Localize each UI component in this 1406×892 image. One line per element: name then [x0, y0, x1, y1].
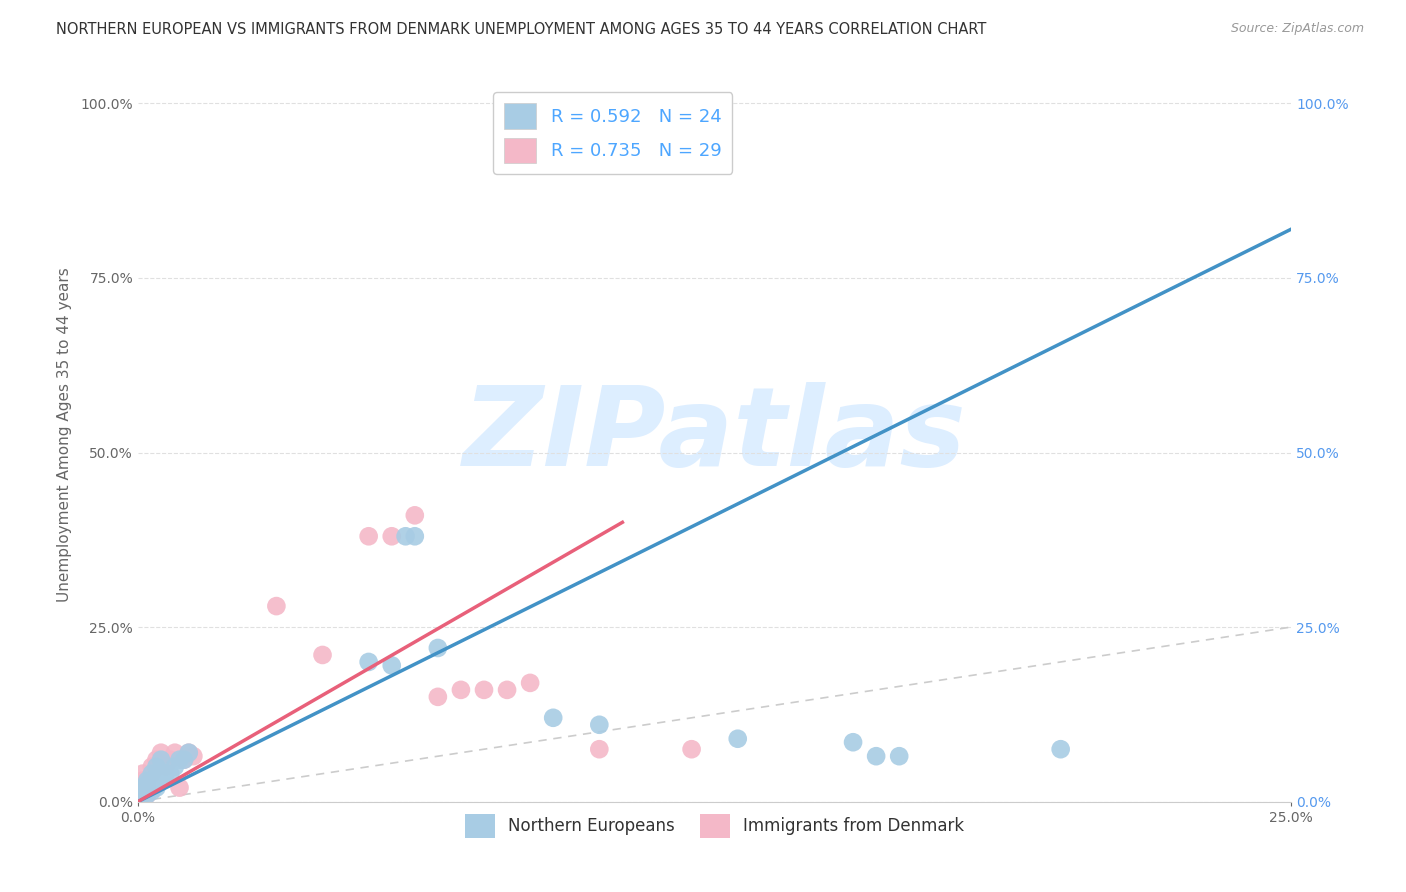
Point	[450, 682, 472, 697]
Point	[588, 718, 610, 732]
Point	[131, 788, 153, 802]
Point	[131, 784, 153, 798]
Point	[136, 773, 159, 788]
Point	[357, 529, 380, 543]
Text: NORTHERN EUROPEAN VS IMMIGRANTS FROM DENMARK UNEMPLOYMENT AMONG AGES 35 TO 44 YE: NORTHERN EUROPEAN VS IMMIGRANTS FROM DEN…	[56, 22, 987, 37]
Text: Source: ZipAtlas.com: Source: ZipAtlas.com	[1230, 22, 1364, 36]
Point	[150, 753, 173, 767]
Point	[357, 655, 380, 669]
Point	[311, 648, 333, 662]
Point	[865, 749, 887, 764]
Point	[131, 780, 153, 795]
Point	[177, 746, 200, 760]
Point	[136, 780, 159, 795]
Point	[169, 753, 191, 767]
Point	[163, 746, 186, 760]
Point	[131, 766, 153, 780]
Point	[141, 766, 163, 780]
Point	[496, 682, 519, 697]
Point	[426, 640, 449, 655]
Point	[150, 773, 173, 788]
Point	[404, 508, 426, 523]
Point	[163, 759, 186, 773]
Point	[141, 759, 163, 773]
Point	[381, 658, 404, 673]
Point	[159, 766, 181, 780]
Point	[681, 742, 703, 756]
Point	[842, 735, 865, 749]
Point	[155, 759, 177, 773]
Point	[183, 749, 205, 764]
Y-axis label: Unemployment Among Ages 35 to 44 years: Unemployment Among Ages 35 to 44 years	[58, 268, 72, 602]
Point	[727, 731, 749, 746]
Point	[150, 746, 173, 760]
Point	[136, 777, 159, 791]
Text: ZIPatlas: ZIPatlas	[463, 382, 966, 489]
Point	[145, 753, 167, 767]
Point	[889, 749, 911, 764]
Point	[404, 529, 426, 543]
Point	[173, 753, 195, 767]
Point	[141, 766, 163, 780]
Legend: Northern Europeans, Immigrants from Denmark: Northern Europeans, Immigrants from Denm…	[458, 807, 972, 845]
Point	[141, 784, 163, 798]
Point	[426, 690, 449, 704]
Point	[519, 676, 541, 690]
Point	[136, 788, 159, 802]
Point	[1049, 742, 1071, 756]
Point	[155, 766, 177, 780]
Point	[472, 682, 495, 697]
Point	[541, 711, 564, 725]
Point	[177, 746, 200, 760]
Point	[169, 780, 191, 795]
Point	[136, 773, 159, 788]
Point	[136, 788, 159, 802]
Point	[266, 599, 288, 613]
Point	[131, 780, 153, 795]
Point	[394, 529, 416, 543]
Point	[588, 742, 610, 756]
Point	[145, 780, 167, 795]
Point	[381, 529, 404, 543]
Point	[173, 753, 195, 767]
Point	[131, 773, 153, 788]
Point	[159, 753, 181, 767]
Point	[145, 759, 167, 773]
